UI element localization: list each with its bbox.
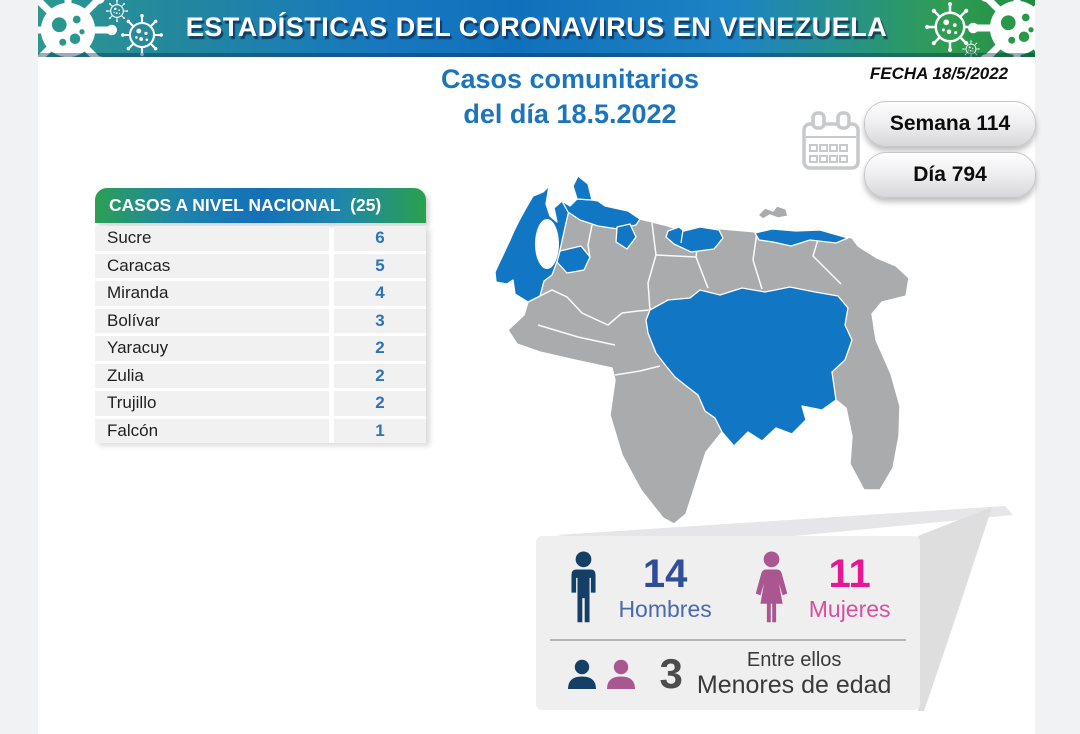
state-cases: 4 bbox=[334, 281, 426, 306]
state-cases: 6 bbox=[334, 226, 426, 251]
state-cases: 5 bbox=[334, 253, 426, 278]
state-name: Miranda bbox=[95, 281, 329, 306]
virus-icon bbox=[38, 0, 117, 57]
man-icon bbox=[571, 551, 596, 623]
state-name: Zulia bbox=[95, 363, 329, 388]
child-icon-pink bbox=[606, 659, 635, 689]
table-body: Sucre 6 Caracas 5 Miranda 4 Bolívar 3 Ya… bbox=[95, 226, 426, 443]
week-badge: Semana 114 bbox=[864, 101, 1036, 147]
map-state-falcon-paraguana bbox=[572, 175, 593, 201]
subtitle-line2: del día 18.5.2022 bbox=[463, 99, 677, 130]
women-label: Mujeres bbox=[808, 596, 891, 623]
state-cases: 2 bbox=[334, 336, 426, 361]
men-stat: 14 Hombres bbox=[565, 551, 712, 625]
state-cases: 3 bbox=[334, 308, 426, 333]
table-row: Bolívar 3 bbox=[95, 308, 426, 333]
map-island-margarita bbox=[757, 205, 789, 220]
minors-count: 3 bbox=[659, 650, 683, 697]
calendar-icon bbox=[802, 111, 860, 170]
table-title: CASOS A NIVEL NACIONAL (25) bbox=[95, 188, 426, 223]
minors-label-line2: Menores de edad bbox=[696, 670, 892, 699]
map-state-trujillo bbox=[556, 245, 591, 274]
table-row: Yaracuy 2 bbox=[95, 336, 426, 361]
map-state-miranda-caracas bbox=[665, 226, 724, 253]
table-row: Trujillo 2 bbox=[95, 391, 426, 416]
state-cases: 2 bbox=[334, 363, 426, 388]
header-banner: ESTADÍSTICAS DEL CORONAVIRUS EN VENEZUEL… bbox=[38, 0, 1035, 57]
state-name: Sucre bbox=[95, 226, 329, 251]
map-lake-maracaibo bbox=[535, 219, 559, 269]
minors-row: 3 Entre ellos Menores de edad bbox=[536, 641, 920, 707]
map-caracas-border bbox=[680, 229, 684, 244]
state-cases: 1 bbox=[334, 418, 426, 443]
men-label: Hombres bbox=[618, 596, 712, 623]
subtitle: Casos comunitarios del día 18.5.2022 bbox=[380, 62, 760, 132]
women-count: 11 bbox=[828, 552, 871, 597]
day-badge: Día 794 bbox=[864, 152, 1036, 198]
state-name: Trujillo bbox=[95, 391, 329, 416]
minors-label: Entre ellos Menores de edad bbox=[697, 649, 892, 700]
children-icons bbox=[565, 659, 638, 689]
table-row: Miranda 4 bbox=[95, 281, 426, 306]
woman-icon bbox=[755, 551, 787, 623]
date-label: FECHA 18/5/2022 bbox=[869, 64, 1009, 83]
map-state-bolivar bbox=[645, 286, 853, 447]
page-margin-left bbox=[0, 0, 38, 734]
child-icon-navy bbox=[567, 659, 596, 689]
table-row: Zulia 2 bbox=[95, 363, 426, 388]
state-name: Caracas bbox=[95, 253, 329, 278]
state-cases: 2 bbox=[334, 391, 426, 416]
page-margin-right bbox=[1035, 0, 1080, 734]
page-title: ESTADÍSTICAS DEL CORONAVIRUS EN VENEZUEL… bbox=[185, 12, 888, 42]
state-name: Bolívar bbox=[95, 308, 329, 333]
map-state-yaracuy bbox=[615, 223, 637, 250]
map-state-sucre bbox=[754, 228, 849, 247]
men-count: 14 bbox=[642, 552, 688, 597]
gender-stats-panel: 14 Hombres 11 Mujeres bbox=[536, 536, 920, 710]
table-row: Sucre 6 bbox=[95, 226, 426, 251]
minors-label-line1: Entre ellos bbox=[746, 648, 842, 671]
panel-divider bbox=[550, 639, 906, 641]
table-row: Falcón 1 bbox=[95, 418, 426, 443]
venezuela-map bbox=[494, 175, 910, 525]
map-highlighted-states bbox=[494, 175, 853, 447]
state-name: Yaracuy bbox=[95, 336, 329, 361]
table-row: Caracas 5 bbox=[95, 253, 426, 278]
cases-table: CASOS A NIVEL NACIONAL (25) Sucre 6 Cara… bbox=[95, 188, 426, 443]
gender-row: 14 Hombres 11 Mujeres bbox=[536, 536, 920, 636]
subtitle-line1: Casos comunitarios bbox=[440, 64, 700, 94]
state-name: Falcón bbox=[95, 418, 329, 443]
women-stat: 11 Mujeres bbox=[750, 551, 891, 625]
